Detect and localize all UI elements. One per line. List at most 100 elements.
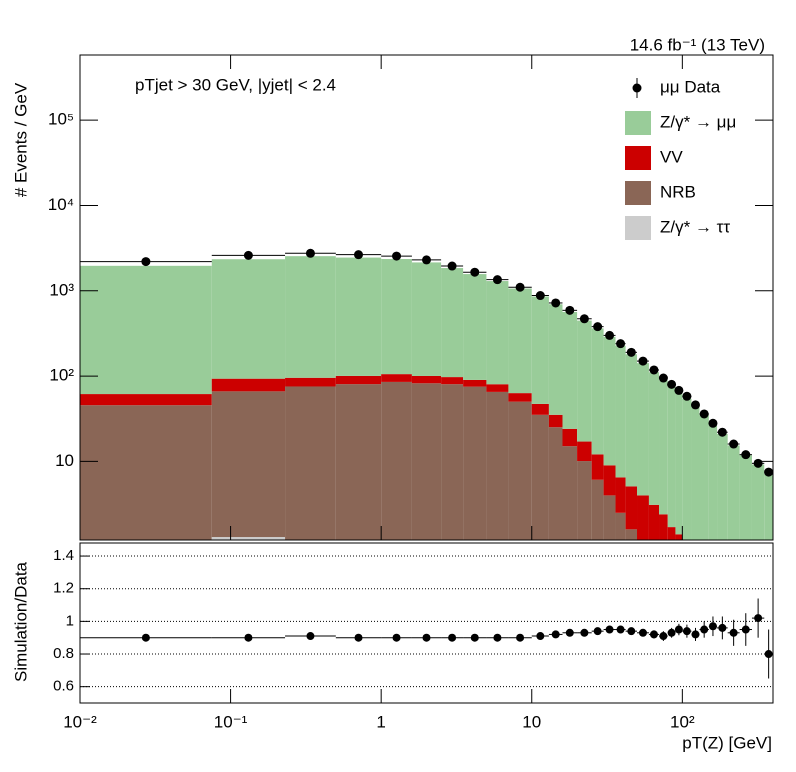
data-point bbox=[729, 439, 739, 449]
histogram-segment bbox=[508, 401, 532, 540]
ratio-point bbox=[422, 633, 431, 642]
histogram-segment bbox=[649, 566, 659, 590]
histogram-segment bbox=[381, 259, 412, 375]
histogram-segment bbox=[699, 415, 709, 540]
histogram-segment bbox=[336, 572, 381, 590]
legend-swatch bbox=[625, 216, 651, 240]
plot-area bbox=[80, 248, 773, 606]
data-point bbox=[649, 365, 659, 375]
histogram-segment bbox=[285, 386, 336, 540]
ratio-y-label: Simulation/Data bbox=[11, 561, 30, 682]
histogram-segment bbox=[335, 257, 382, 376]
ratio-point bbox=[754, 614, 763, 623]
histogram-segment bbox=[531, 296, 549, 404]
data-point bbox=[392, 251, 402, 261]
data-point bbox=[565, 305, 575, 315]
histogram-segment bbox=[463, 274, 487, 380]
histogram-segment bbox=[335, 375, 382, 385]
histogram-segment bbox=[637, 547, 649, 590]
histogram-segment bbox=[659, 380, 668, 515]
ratio-point bbox=[141, 633, 150, 642]
ratio-point bbox=[593, 627, 602, 636]
ratio-point bbox=[354, 633, 363, 642]
data-point bbox=[551, 298, 561, 308]
histogram-segment bbox=[562, 446, 578, 540]
histogram-segment bbox=[699, 555, 708, 590]
histogram-segment bbox=[591, 328, 604, 455]
data-point bbox=[674, 385, 684, 395]
ratio-point bbox=[674, 625, 683, 634]
ratio-point bbox=[551, 630, 560, 639]
data-point bbox=[753, 458, 763, 468]
ratio-point bbox=[392, 633, 401, 642]
ratio-point bbox=[493, 633, 502, 642]
histogram-segment bbox=[667, 527, 676, 540]
data-point bbox=[579, 314, 589, 324]
histogram-segment bbox=[211, 391, 286, 538]
ratio-point bbox=[470, 633, 479, 642]
histogram-segment bbox=[80, 265, 212, 395]
histogram-segment bbox=[508, 393, 532, 402]
ratio-point bbox=[691, 630, 700, 639]
histogram-segment bbox=[463, 590, 486, 591]
y-tick-label: 10 bbox=[55, 451, 74, 470]
histogram-segment bbox=[577, 441, 592, 462]
histogram-segment bbox=[709, 566, 717, 590]
histogram-segment bbox=[717, 572, 728, 590]
ratio-point bbox=[682, 627, 691, 636]
histogram-segment bbox=[335, 384, 382, 540]
y-tick-label: 1.2 bbox=[53, 580, 74, 597]
y-tick-label: 10³ bbox=[49, 280, 74, 299]
legend-swatch bbox=[625, 181, 651, 205]
frame bbox=[79, 54, 774, 541]
histogram-segment bbox=[441, 377, 464, 385]
histogram-segment bbox=[625, 529, 638, 540]
histogram-segment bbox=[211, 378, 286, 392]
data-point bbox=[422, 255, 431, 265]
ratio-frame bbox=[79, 542, 774, 704]
histogram-segment bbox=[463, 379, 487, 387]
ratio-area bbox=[80, 598, 773, 679]
histogram-segment bbox=[486, 391, 509, 540]
histogram-segment bbox=[648, 372, 660, 505]
histogram-segment bbox=[548, 414, 563, 428]
y-axis-label: # Events / GeV bbox=[11, 82, 30, 197]
histogram-segment bbox=[285, 377, 336, 387]
x-tick-label: 10⁻¹ bbox=[214, 712, 248, 731]
data-point bbox=[447, 261, 457, 271]
y-tick-label: 10⁵ bbox=[48, 110, 74, 129]
histogram-segment bbox=[285, 566, 336, 590]
histogram-segment bbox=[648, 504, 660, 540]
x-tick-label: 10² bbox=[670, 712, 695, 731]
histogram-segment bbox=[549, 590, 563, 606]
ratio-point bbox=[580, 628, 589, 637]
ratio-point bbox=[306, 632, 315, 641]
histogram-segment bbox=[80, 566, 212, 590]
histogram-segment bbox=[411, 375, 442, 384]
ratio-point bbox=[741, 625, 750, 634]
y-tick-label: 1 bbox=[66, 612, 74, 629]
y-tick-label: 0.8 bbox=[53, 645, 74, 662]
histogram-segment bbox=[615, 477, 626, 513]
histogram-segment bbox=[441, 384, 464, 540]
ratio-point bbox=[659, 632, 668, 641]
luminosity: 14.6 fb⁻¹ (13 TeV) bbox=[630, 35, 765, 54]
data-point bbox=[717, 427, 727, 437]
legend: μμ Data Z/γ* → μμ VV NRB Z/γ* → ττ bbox=[625, 77, 736, 240]
data-point bbox=[243, 250, 253, 260]
x-tick-label: 1 bbox=[376, 712, 385, 731]
histogram-segment bbox=[675, 534, 683, 540]
histogram-segment bbox=[411, 383, 442, 540]
data-point bbox=[699, 409, 709, 419]
legend-swatch bbox=[625, 111, 651, 135]
histogram-segment bbox=[381, 572, 412, 590]
ratio-point bbox=[667, 628, 676, 637]
histogram-segment bbox=[675, 392, 683, 535]
histogram-segment bbox=[682, 398, 692, 540]
data-point bbox=[741, 450, 751, 460]
histogram-segment bbox=[691, 406, 700, 540]
histogram-segment bbox=[211, 259, 286, 379]
y-tick-label: 10⁴ bbox=[48, 195, 74, 214]
histogram-segment bbox=[211, 537, 286, 540]
x-tick-label: 10⁻² bbox=[63, 712, 97, 731]
